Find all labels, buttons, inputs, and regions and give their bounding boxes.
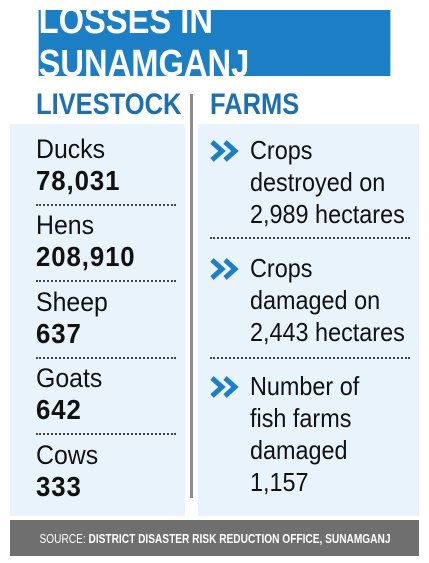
livestock-count: 642 <box>36 394 82 425</box>
source-text: DISTRICT DISASTER RISK REDUCTION OFFICE,… <box>88 530 390 546</box>
double-chevron-icon <box>210 140 239 162</box>
farm-line: fish farms <box>250 403 352 433</box>
dotted-separator <box>210 237 410 239</box>
livestock-count: 78,031 <box>36 165 121 196</box>
livestock-item-hens: Hens 208,910 <box>36 210 176 284</box>
livestock-name: Ducks <box>36 134 106 164</box>
livestock-name: Cows <box>36 440 99 470</box>
dotted-separator <box>36 280 176 282</box>
farm-line: damaged on <box>250 285 381 315</box>
livestock-heading: LIVESTOCK <box>36 88 182 121</box>
livestock-item-goats: Goats 642 <box>36 363 176 437</box>
infographic-title: LOSSES IN SUNAMGANJ <box>38 0 250 85</box>
farm-line: Crops <box>250 253 313 283</box>
livestock-count: 333 <box>36 471 82 502</box>
livestock-count: 637 <box>36 318 82 349</box>
infographic-header: LOSSES IN SUNAMGANJ <box>38 0 391 85</box>
farm-line: destroyed on <box>250 167 386 197</box>
livestock-name: Sheep <box>36 287 108 317</box>
double-chevron-icon <box>210 376 239 398</box>
livestock-item-sheep: Sheep 637 <box>36 287 176 361</box>
source-footer: SOURCE: DISTRICT DISASTER RISK REDUCTION… <box>10 520 419 556</box>
dotted-separator <box>36 357 176 359</box>
livestock-item-ducks: Ducks 78,031 <box>36 134 176 208</box>
farm-line: damaged <box>250 435 348 465</box>
livestock-panel <box>10 124 185 516</box>
farm-line: 1,157 <box>250 467 309 497</box>
farms-heading: FARMS <box>210 88 300 121</box>
farms-panel <box>198 124 419 516</box>
livestock-name: Hens <box>36 210 94 240</box>
source-label: SOURCE: <box>39 530 89 546</box>
livestock-count: 208,910 <box>36 241 136 272</box>
livestock-item-cows: Cows 333 <box>36 440 176 514</box>
farm-line: Crops <box>250 135 313 165</box>
farm-line: Number of <box>250 371 360 401</box>
livestock-name: Goats <box>36 363 103 393</box>
dotted-separator <box>210 357 410 359</box>
farm-line: 2,989 hectares <box>250 199 405 229</box>
column-divider <box>190 94 193 498</box>
farm-line: 2,443 hectares <box>250 317 405 347</box>
dotted-separator <box>36 204 176 206</box>
dotted-separator <box>36 433 176 435</box>
double-chevron-icon <box>210 258 239 280</box>
